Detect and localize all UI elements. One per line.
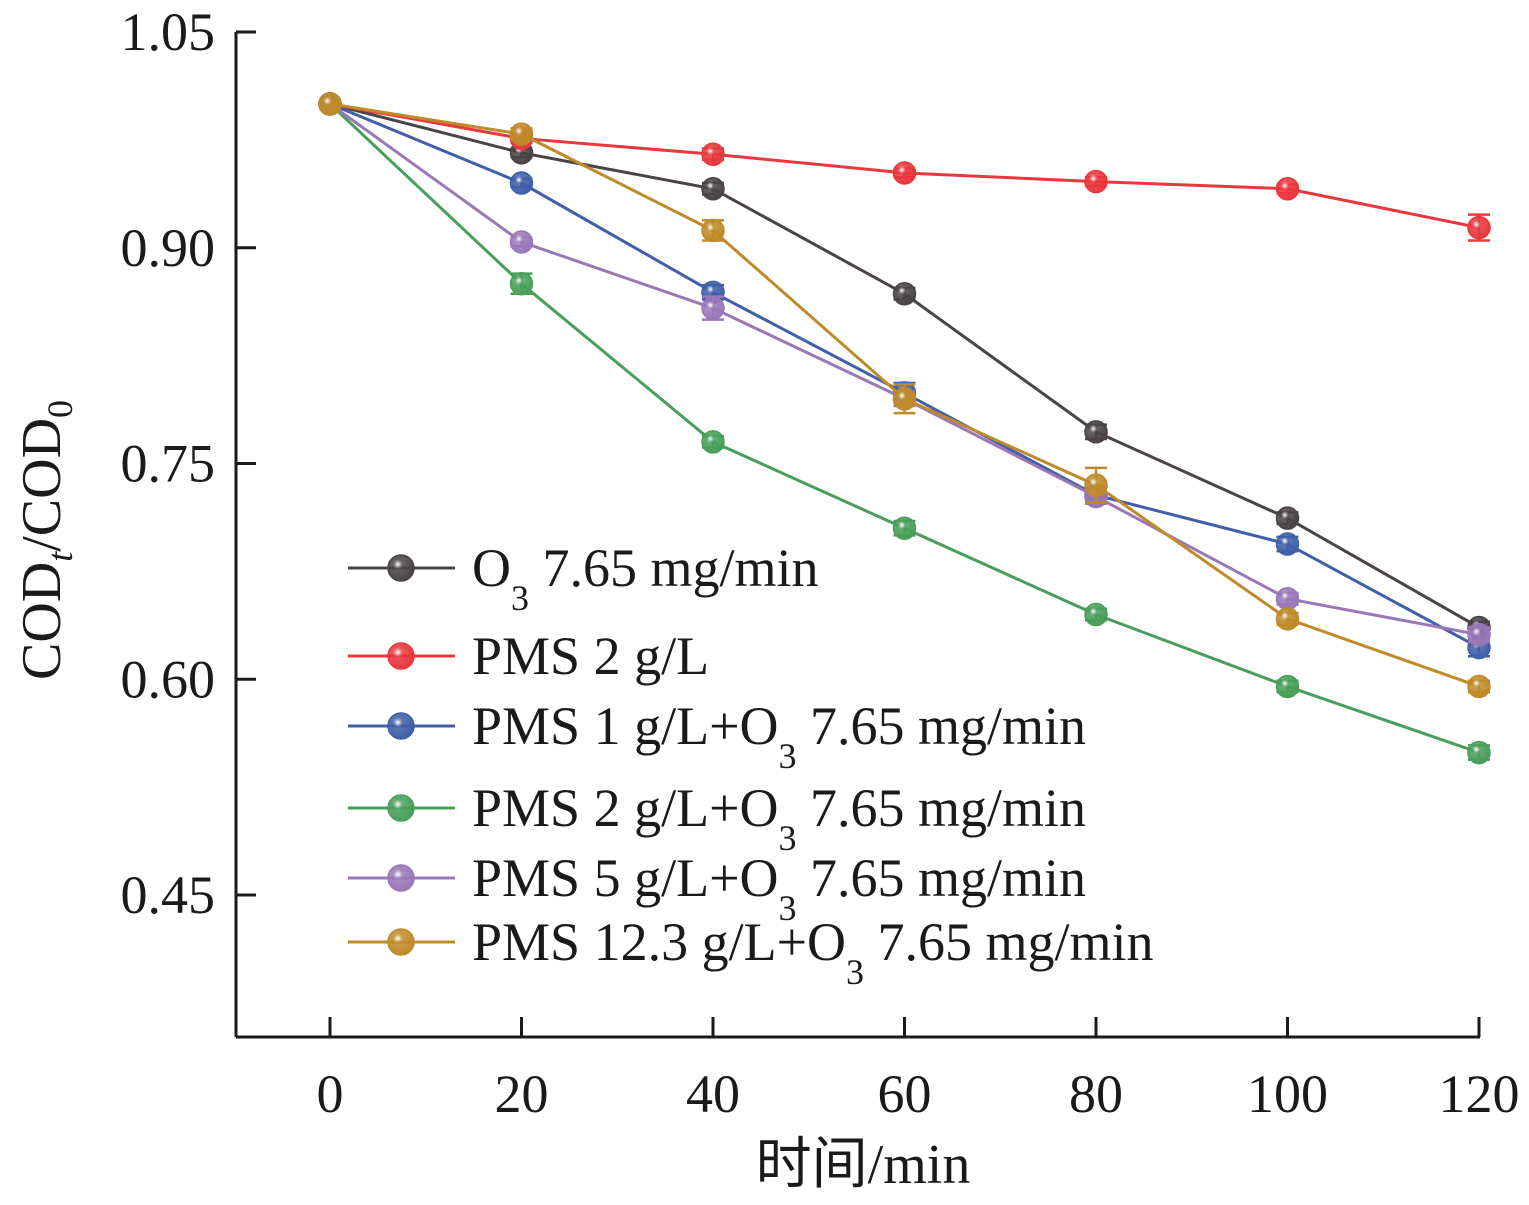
y-tick-label: 0.60 xyxy=(121,649,216,709)
data-point xyxy=(1467,215,1491,240)
series-6 xyxy=(318,92,1491,699)
legend-label: PMS 5 g/L+O3 7.65 mg/min xyxy=(472,848,1086,928)
data-point xyxy=(701,142,725,167)
legend-label: PMS 2 g/L xyxy=(472,626,709,686)
legend-label: PMS 1 g/L+O3 7.65 mg/min xyxy=(472,696,1086,776)
data-point xyxy=(701,177,725,201)
x-tick-label: 40 xyxy=(686,1064,740,1124)
x-tick-label: 0 xyxy=(317,1064,344,1124)
x-tick-label: 80 xyxy=(1069,1064,1123,1124)
y-tick-label: 0.45 xyxy=(121,865,216,925)
series-2 xyxy=(318,92,1491,242)
data-point xyxy=(1275,532,1300,556)
legend-marker xyxy=(387,864,415,892)
legend-label: O3 7.65 mg/min xyxy=(472,538,819,618)
data-point xyxy=(892,516,917,540)
legend-item-6: PMS 12.3 g/L+O3 7.65 mg/min xyxy=(348,912,1154,992)
data-point xyxy=(1084,473,1108,497)
data-point xyxy=(509,230,534,254)
data-point xyxy=(318,92,342,116)
data-point xyxy=(892,161,917,185)
data-point xyxy=(1275,586,1300,611)
data-point xyxy=(1084,420,1108,444)
data-point xyxy=(509,271,534,296)
x-tick-label: 120 xyxy=(1439,1064,1520,1124)
x-tick-label: 100 xyxy=(1247,1064,1328,1124)
data-point xyxy=(701,296,725,320)
x-tick-label: 20 xyxy=(495,1064,549,1124)
legend-label: PMS 12.3 g/L+O3 7.65 mg/min xyxy=(472,912,1154,992)
data-point xyxy=(701,430,725,454)
legend-item-1: O3 7.65 mg/min xyxy=(348,538,819,618)
legend-marker xyxy=(387,794,415,822)
legend-item-4: PMS 2 g/L+O3 7.65 mg/min xyxy=(348,778,1086,858)
y-tick-label: 0.75 xyxy=(121,434,216,494)
axes: 1.05 0.90 0.75 0.60 0.45 0 20 40 60 80 100 120 xyxy=(121,2,1520,1124)
legend-marker xyxy=(387,712,415,740)
legend-marker xyxy=(387,642,415,670)
legend-item-5: PMS 5 g/L+O3 7.65 mg/min xyxy=(348,848,1086,928)
data-point xyxy=(1084,602,1108,627)
series-4 xyxy=(318,92,1491,765)
y-tick-label: 1.05 xyxy=(121,2,216,62)
data-point xyxy=(1275,177,1300,201)
series-1 xyxy=(318,92,1491,640)
data-point xyxy=(892,282,917,306)
plot-area xyxy=(318,92,1491,765)
data-point xyxy=(1467,674,1491,699)
data-point xyxy=(1467,622,1491,647)
data-point xyxy=(1084,169,1108,194)
x-axis-title: 时间/min xyxy=(756,1134,971,1196)
data-point xyxy=(509,171,534,195)
y-tick-label: 0.90 xyxy=(121,218,216,278)
data-point xyxy=(701,218,725,243)
x-tick-label: 60 xyxy=(878,1064,932,1124)
legend-item-3: PMS 1 g/L+O3 7.65 mg/min xyxy=(348,696,1086,776)
legend: O3 7.65 mg/min PMS 2 g/L PMS 1 g/L+O3 7.65… xyxy=(348,538,1154,992)
data-point xyxy=(892,387,917,411)
legend-label: PMS 2 g/L+O3 7.65 mg/min xyxy=(472,778,1086,858)
y-axis-title: CODt/COD0 xyxy=(11,400,80,680)
data-point xyxy=(509,122,534,146)
data-point xyxy=(1275,506,1300,530)
data-point xyxy=(1275,607,1300,631)
legend-marker xyxy=(387,554,415,582)
data-point xyxy=(1467,740,1491,765)
data-point xyxy=(1275,674,1300,699)
legend-item-2: PMS 2 g/L xyxy=(348,626,709,686)
legend-marker xyxy=(387,928,415,956)
